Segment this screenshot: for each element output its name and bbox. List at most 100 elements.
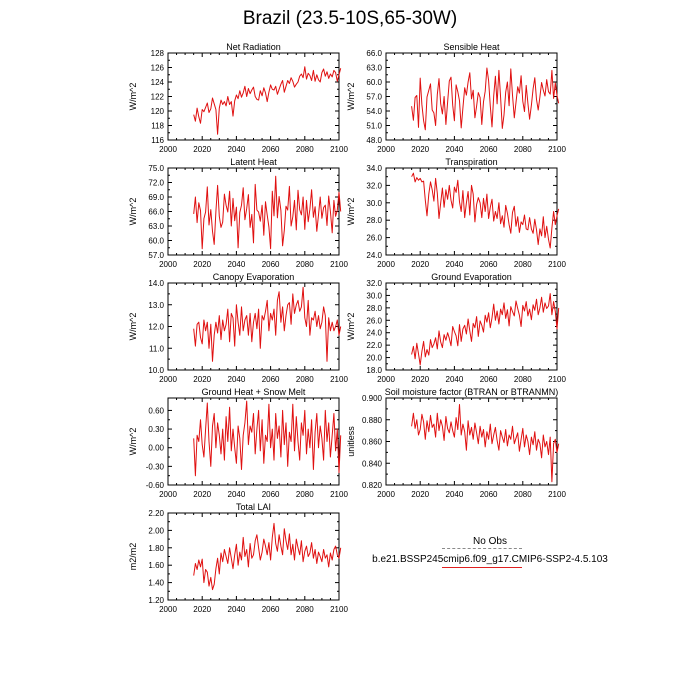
y-axis-label: unitless	[346, 426, 356, 457]
y-tick-label: 0.820	[362, 481, 383, 490]
x-tick-label: 2020	[411, 260, 429, 269]
x-tick-label: 2020	[193, 260, 211, 269]
y-tick-label: 1.80	[148, 544, 164, 553]
y-tick-label: 24.0	[366, 329, 382, 338]
series-line	[193, 286, 342, 362]
x-tick-label: 2060	[480, 490, 498, 499]
y-tick-label: 28.0	[366, 304, 382, 313]
y-tick-label: 1.60	[148, 561, 164, 570]
panel-title: Transpiration	[445, 157, 497, 167]
x-tick-label: 2000	[159, 605, 177, 614]
y-tick-label: 0.880	[362, 416, 383, 425]
y-tick-label: 1.40	[148, 579, 164, 588]
x-tick-label: 2020	[193, 145, 211, 154]
y-tick-label: 75.0	[148, 164, 164, 173]
x-tick-label: 2040	[446, 145, 464, 154]
y-tick-label: 0.60	[148, 406, 164, 415]
y-tick-label: 30.0	[366, 291, 382, 300]
x-tick-label: 2000	[159, 145, 177, 154]
x-tick-label: 2060	[480, 145, 498, 154]
plot-frame	[385, 167, 558, 256]
y-tick-label: 14.0	[148, 279, 164, 288]
x-tick-label: 2040	[446, 375, 464, 384]
x-tick-label: 2000	[377, 375, 395, 384]
x-tick-label: 2080	[296, 145, 314, 154]
y-axis-label: m2/m2	[128, 543, 138, 571]
series-line	[193, 400, 342, 477]
y-tick-label: 12.0	[148, 323, 164, 332]
y-axis-label: W/m^2	[346, 83, 356, 111]
y-tick-label: 2.00	[148, 526, 164, 535]
y-tick-label: 13.0	[148, 301, 164, 310]
y-tick-label: 24.0	[366, 251, 382, 260]
y-tick-label: 57.0	[148, 251, 164, 260]
y-tick-label: 1.20	[148, 596, 164, 605]
y-tick-label: 0.30	[148, 425, 164, 434]
panel-1: Net Radiation W/m^2 116 118 120 122 124 126 128 2…	[128, 42, 348, 154]
x-tick-label: 2060	[262, 145, 280, 154]
y-tick-label: 28.0	[366, 216, 382, 225]
panel-title: Ground Evaporation	[431, 272, 512, 282]
x-tick-label: 2000	[159, 375, 177, 384]
x-tick-label: 2100	[330, 260, 348, 269]
x-tick-label: 2100	[548, 260, 566, 269]
x-tick-label: 2060	[480, 260, 498, 269]
panel-title: Ground Heat + Snow Melt	[202, 387, 306, 397]
y-tick-label: 10.0	[148, 366, 164, 375]
x-tick-label: 2080	[514, 375, 532, 384]
series-line	[411, 67, 560, 131]
x-tick-label: 2040	[446, 260, 464, 269]
x-tick-label: 2100	[548, 375, 566, 384]
y-axis-label: W/m^2	[128, 83, 138, 111]
panel-6: Ground Evaporation W/m^2 18.0 20.0 22.0 24.0 2…	[346, 272, 566, 384]
y-tick-label: 122	[151, 93, 165, 102]
series-line	[193, 66, 342, 135]
y-tick-label: 11.0	[149, 344, 165, 353]
x-tick-label: 2060	[262, 490, 280, 499]
x-tick-label: 2080	[296, 375, 314, 384]
x-tick-label: 2020	[193, 490, 211, 499]
y-tick-label: 69.0	[148, 193, 164, 202]
legend-case-swatch	[442, 567, 522, 568]
x-tick-label: 2100	[548, 490, 566, 499]
y-tick-label: 126	[151, 64, 165, 73]
y-axis-label: W/m^2	[128, 313, 138, 341]
x-tick-label: 2020	[411, 145, 429, 154]
x-tick-label: 2060	[262, 605, 280, 614]
x-tick-label: 2080	[514, 490, 532, 499]
y-tick-label: 18.0	[366, 366, 382, 375]
y-tick-label: 120	[151, 107, 165, 116]
legend-obs-swatch	[442, 548, 522, 549]
y-tick-label: 20.0	[366, 354, 382, 363]
x-tick-label: 2020	[411, 490, 429, 499]
y-tick-label: 128	[151, 49, 165, 58]
y-tick-label: 2.20	[148, 509, 164, 518]
x-tick-label: 2100	[330, 490, 348, 499]
x-tick-label: 2000	[377, 490, 395, 499]
y-axis-label: W/m^2	[128, 198, 138, 226]
panel-title: Soil moisture factor (BTRAN or BTRANMN)	[385, 387, 559, 397]
x-tick-label: 2100	[548, 145, 566, 154]
x-tick-label: 2060	[262, 260, 280, 269]
x-tick-label: 2040	[228, 490, 246, 499]
series-line	[411, 172, 560, 249]
x-tick-label: 2080	[514, 260, 532, 269]
y-tick-label: 54.0	[366, 107, 382, 116]
x-tick-label: 2080	[296, 260, 314, 269]
x-tick-label: 2080	[296, 490, 314, 499]
y-tick-label: 32.0	[366, 279, 382, 288]
panel-4: Transpiration W/m^2 24.0 26.0 28.0 30.0 32.0 34…	[346, 157, 566, 269]
x-tick-label: 2060	[262, 375, 280, 384]
y-tick-label: 30.0	[366, 199, 382, 208]
x-tick-label: 2000	[377, 145, 395, 154]
x-tick-label: 2020	[193, 605, 211, 614]
y-tick-label: 60.0	[366, 78, 382, 87]
x-tick-label: 2000	[377, 260, 395, 269]
x-tick-label: 2000	[159, 490, 177, 499]
legend-obs-label: No Obs	[473, 536, 507, 547]
plot-frame	[167, 52, 340, 141]
y-tick-label: 34.0	[366, 164, 382, 173]
panel-7: Ground Heat + Snow Melt W/m^2 -0.60 -0.30 0.…	[128, 387, 348, 499]
y-tick-label: 118	[151, 122, 164, 131]
